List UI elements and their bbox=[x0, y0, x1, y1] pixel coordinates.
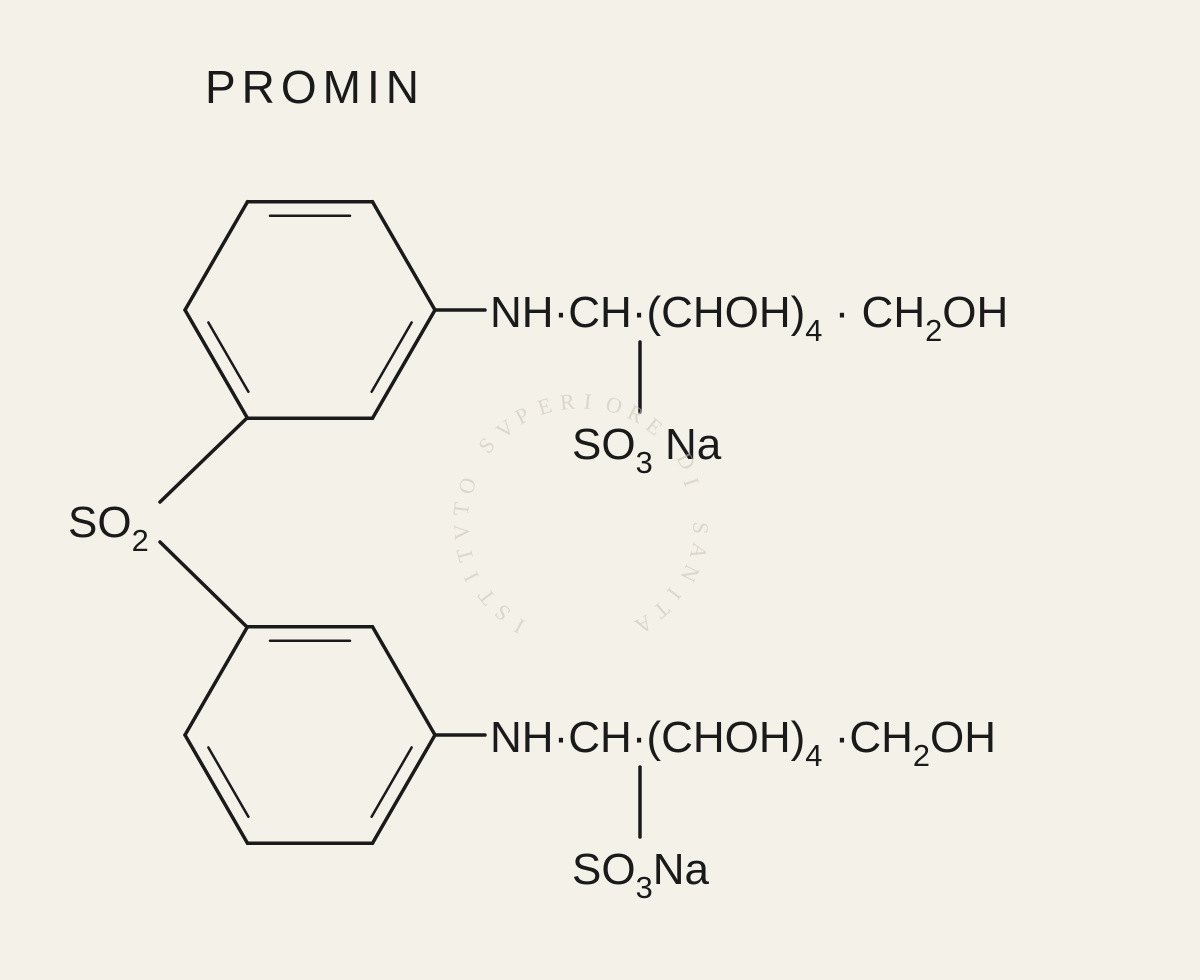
diagram-canvas: PROMINSO2NH·CH·(CHOH)4 · CH2OHSO3 NaNH·C… bbox=[0, 0, 1200, 980]
watermark: ISTITVTO SVPERIORE DI SANITA bbox=[0, 0, 1200, 980]
